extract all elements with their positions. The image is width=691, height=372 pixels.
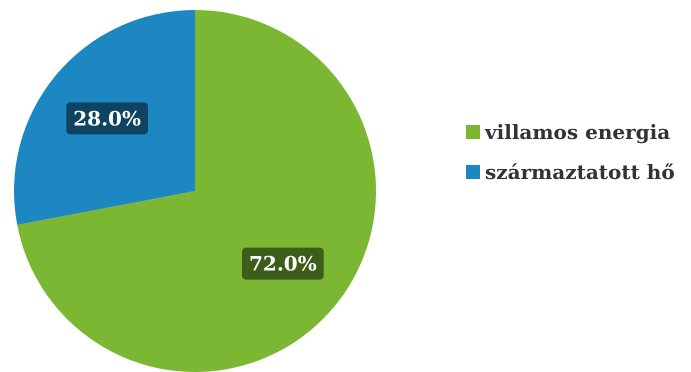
data-label-text-szarmaztatott-ho: 28.0% — [73, 106, 141, 130]
legend-item-villamos-energia[interactable]: villamos energia — [466, 118, 688, 146]
data-label-box-villamos-energia — [242, 247, 324, 280]
data-label-szarmaztatott-ho: 28.0% — [66, 102, 148, 135]
data-label-villamos-energia: 72.0% — [242, 247, 324, 280]
legend: villamos energia származtatott hő — [466, 118, 688, 198]
pie-data-labels: 72.0% 28.0% — [66, 102, 324, 280]
pie-slice-villamos-energia[interactable] — [17, 10, 376, 372]
data-label-box-szarmaztatott-ho — [66, 102, 148, 135]
pie-slices — [13, 10, 376, 372]
legend-label-villamos-energia: villamos energia — [485, 120, 671, 144]
legend-item-szarmaztatott-ho[interactable]: származtatott hő — [466, 158, 688, 186]
legend-label-szarmaztatott-ho: származtatott hő — [485, 160, 675, 184]
legend-swatch-szarmaztatott-ho — [466, 165, 480, 179]
legend-swatch-villamos-energia — [466, 125, 480, 139]
data-label-text-villamos-energia: 72.0% — [249, 252, 317, 276]
